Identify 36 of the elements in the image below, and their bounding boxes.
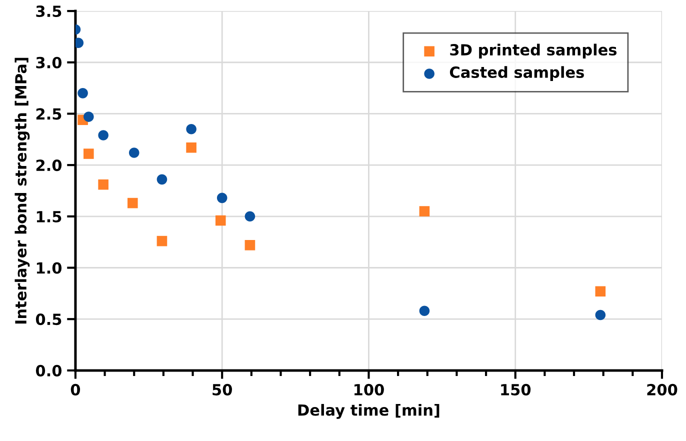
y-tick-label: 2.5	[36, 108, 62, 120]
y-tick-label: 3.0	[36, 56, 62, 68]
point	[128, 148, 140, 158]
point	[156, 174, 168, 185]
y-tick-label: 1.5	[36, 211, 62, 222]
x-tick-label: 50	[212, 384, 232, 396]
point	[419, 306, 430, 316]
point	[78, 88, 88, 98]
y-axis-title: Interlayer bond strength [MPa]	[14, 58, 30, 324]
x-tick-label: 100	[354, 384, 384, 396]
y-tick-label: 2.0	[36, 160, 62, 172]
point	[186, 124, 196, 134]
y-tick-label: 0.5	[36, 314, 62, 326]
point	[84, 148, 94, 159]
point	[419, 206, 430, 216]
point	[84, 112, 94, 122]
point	[244, 240, 256, 250]
legend-label: 3D printed samples	[450, 44, 617, 59]
point	[595, 310, 606, 320]
x-axis-title: Delay time [min]	[298, 404, 440, 419]
point	[186, 142, 196, 153]
x-tick-label: 200	[647, 384, 678, 396]
y-tick-label: 1.0	[36, 262, 62, 274]
point	[215, 215, 226, 226]
point	[98, 130, 108, 140]
x-tick-label: 0	[70, 384, 80, 396]
point	[156, 236, 168, 246]
point	[127, 198, 138, 208]
point	[595, 286, 606, 297]
point	[216, 192, 228, 204]
y-tick-label: 0.0	[36, 364, 62, 376]
y-tick-label: 3.5	[36, 5, 62, 18]
point	[244, 211, 256, 222]
point	[98, 179, 108, 190]
x-tick-label: 150	[501, 384, 531, 396]
legend-label: Casted samples	[450, 66, 584, 81]
